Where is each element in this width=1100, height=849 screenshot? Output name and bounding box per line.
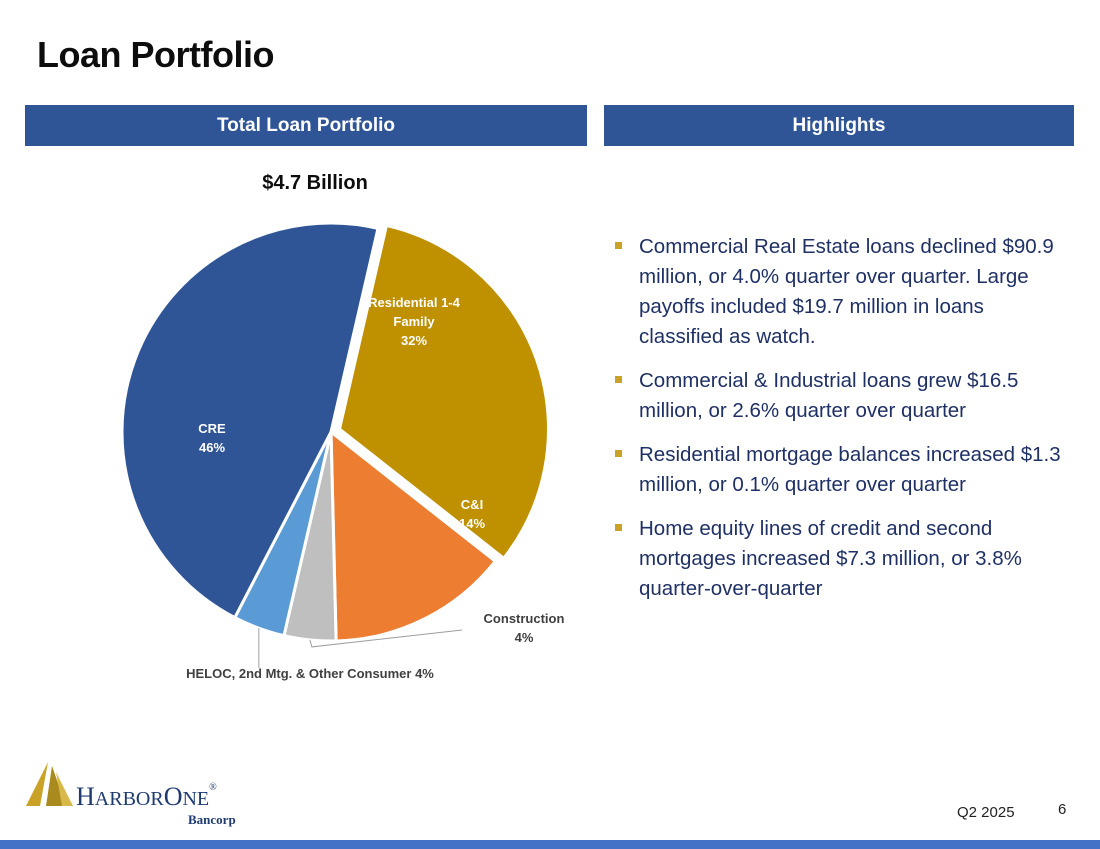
highlights-header: Highlights — [604, 105, 1074, 146]
slice-label-heloc: HELOC, 2nd Mtg. & Other Consumer 4% — [186, 666, 434, 681]
pie-slices — [120, 221, 550, 643]
highlight-text: Home equity lines of credit and second m… — [639, 517, 1022, 600]
harborone-sail-icon — [26, 762, 73, 806]
slice-label-residential: Residential 1-4 Family 32% — [368, 295, 461, 348]
page-number: 6 — [1058, 801, 1067, 818]
page-title: Loan Portfolio — [37, 34, 274, 75]
square-bullet-icon — [615, 376, 622, 383]
pie-labels: Residential 1-4 Family 32% C&I 14% CRE 46% Cons… — [186, 295, 564, 681]
highlight-text: Commercial & Industrial loans grew $16.5… — [639, 369, 1019, 422]
square-bullet-icon — [615, 450, 622, 457]
harborone-logo: HARBORONE® Bancorp — [26, 760, 286, 830]
pie-slice — [337, 223, 550, 561]
slice-label-ci: C&I 14% — [459, 497, 485, 531]
square-bullet-icon — [615, 242, 622, 249]
bottom-accent-bar — [0, 840, 1100, 849]
leader-line — [309, 629, 463, 648]
highlight-item: Commercial Real Estate loans declined $9… — [612, 232, 1062, 352]
slice-label-cre: CRE 46% — [198, 421, 226, 455]
pie-slice — [329, 428, 498, 643]
slice-label-construction: Construction 4% — [484, 611, 565, 645]
footer-period: Q2 2025 — [957, 804, 1015, 821]
total-loan-portfolio-header: Total Loan Portfolio — [25, 105, 587, 146]
highlight-text: Commercial Real Estate loans declined $9… — [639, 235, 1054, 348]
loan-portfolio-pie-chart: Residential 1-4 Family 32% C&I 14% CRE 46% Cons… — [120, 221, 564, 681]
square-bullet-icon — [615, 524, 622, 531]
highlights-list: Commercial Real Estate loans declined $9… — [612, 232, 1062, 618]
pie-leader-lines — [258, 628, 463, 668]
portfolio-total-label: $4.7 Billion — [262, 172, 368, 194]
logo-wordmark: HARBORONE® — [76, 782, 217, 811]
highlight-text: Residential mortgage balances increased … — [639, 443, 1061, 496]
highlight-item: Residential mortgage balances increased … — [612, 440, 1062, 500]
pie-slice — [120, 221, 380, 620]
highlight-item: Home equity lines of credit and second m… — [612, 514, 1062, 604]
highlight-item: Commercial & Industrial loans grew $16.5… — [612, 366, 1062, 426]
logo-subtitle: Bancorp — [188, 812, 236, 827]
